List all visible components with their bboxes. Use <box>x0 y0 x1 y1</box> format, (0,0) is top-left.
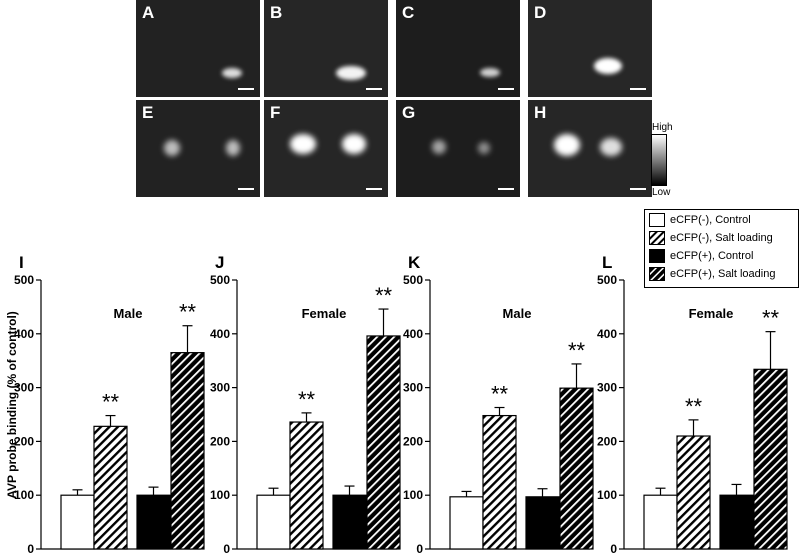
significance-marker: ** <box>762 306 780 331</box>
group-label: Female <box>689 306 734 321</box>
y-tick-label: 100 <box>597 488 617 502</box>
y-tick-label: 0 <box>223 542 230 556</box>
y-tick-label: 200 <box>403 434 423 448</box>
bar <box>754 369 787 549</box>
y-tick-label: 300 <box>210 381 230 395</box>
bar <box>61 495 94 549</box>
y-tick-label: 300 <box>14 381 34 395</box>
bar <box>644 495 677 549</box>
bar <box>290 422 323 549</box>
y-tick-label: 200 <box>14 434 34 448</box>
y-tick-label: 500 <box>597 273 617 287</box>
group-label: Male <box>114 306 143 321</box>
y-tick-label: 400 <box>597 327 617 341</box>
y-tick-label: 400 <box>403 327 423 341</box>
panel-label: I <box>19 253 24 272</box>
significance-marker: ** <box>179 300 197 325</box>
y-tick-label: 0 <box>610 542 617 556</box>
panel-label: K <box>408 253 421 272</box>
bar <box>720 495 753 549</box>
group-label: Female <box>302 306 347 321</box>
group-label: Male <box>503 306 532 321</box>
significance-marker: ** <box>685 394 703 419</box>
significance-marker: ** <box>568 338 586 363</box>
bar <box>483 416 516 549</box>
significance-marker: ** <box>375 283 393 308</box>
bar <box>137 495 170 549</box>
bar <box>367 336 400 549</box>
significance-marker: ** <box>102 390 120 415</box>
y-tick-label: 200 <box>597 434 617 448</box>
bar <box>677 436 710 549</box>
significance-marker: ** <box>298 387 316 412</box>
bar <box>171 353 204 549</box>
y-tick-label: 400 <box>14 327 34 341</box>
y-tick-label: 500 <box>210 273 230 287</box>
bar <box>526 497 559 549</box>
y-tick-label: 200 <box>210 434 230 448</box>
panel-label: L <box>602 253 612 272</box>
panel-label: J <box>215 253 224 272</box>
y-tick-label: 100 <box>14 488 34 502</box>
y-tick-label: 0 <box>416 542 423 556</box>
y-tick-label: 300 <box>597 381 617 395</box>
bar <box>560 388 593 549</box>
y-tick-label: 300 <box>403 381 423 395</box>
y-tick-label: 500 <box>403 273 423 287</box>
y-tick-label: 400 <box>210 327 230 341</box>
y-tick-label: 100 <box>403 488 423 502</box>
bar <box>333 495 366 549</box>
y-tick-label: 100 <box>210 488 230 502</box>
bar <box>450 497 483 549</box>
significance-marker: ** <box>491 382 509 407</box>
bar <box>257 495 290 549</box>
bar <box>94 426 127 549</box>
y-tick-label: 500 <box>14 273 34 287</box>
y-tick-label: 0 <box>27 542 34 556</box>
